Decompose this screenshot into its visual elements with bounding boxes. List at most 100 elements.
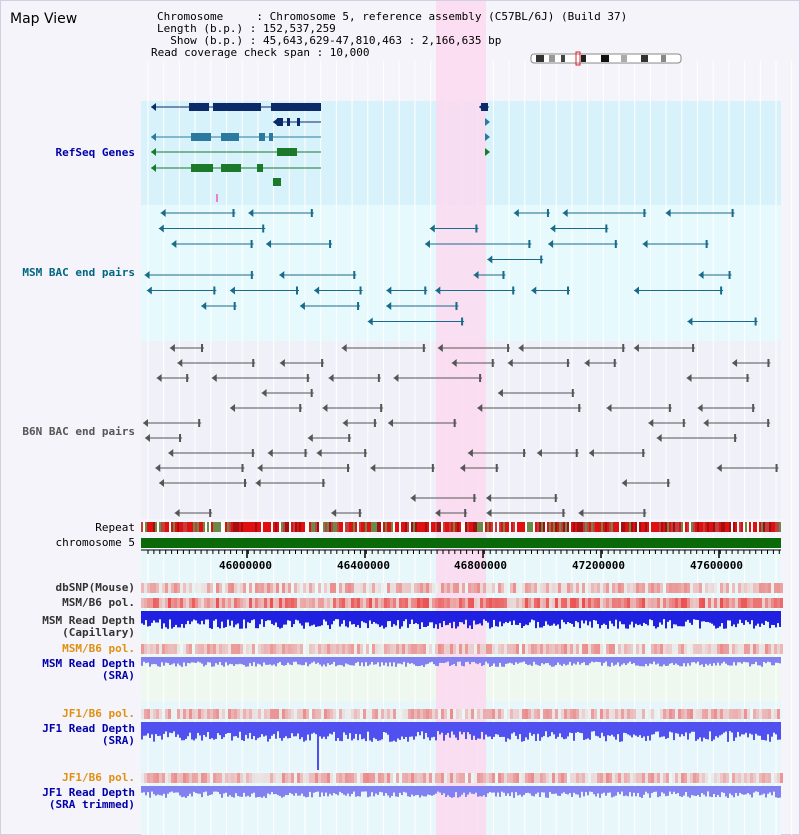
heatmap-cell (744, 773, 747, 783)
read-depth-bar (577, 722, 579, 732)
heatmap-cell (507, 598, 510, 608)
read-depth-bar (739, 611, 741, 620)
read-depth-bar (281, 611, 283, 628)
read-depth-bar (195, 657, 197, 663)
read-depth-bar (559, 611, 561, 629)
read-depth-bar (347, 657, 349, 665)
heatmap-cell (288, 583, 291, 593)
repeat-segment (365, 522, 367, 532)
heatmap-cell (732, 644, 735, 654)
track-label-jf1-depth-sra[interactable]: JF1 Read Depth (SRA) (42, 722, 135, 747)
read-depth-bar (439, 657, 441, 663)
heatmap-cell (504, 583, 507, 593)
heatmap-cell (507, 773, 510, 783)
read-depth-bar (207, 657, 209, 663)
heatmap-cell (612, 583, 615, 593)
track-label-msm-b6-pol[interactable]: MSM/B6 pol. (62, 596, 135, 609)
bac-end-marker (377, 374, 380, 382)
read-depth-bar (405, 657, 407, 667)
read-depth-bar (765, 786, 767, 798)
heatmap-cell (777, 773, 780, 783)
repeat-segment (317, 522, 319, 532)
read-depth-bar (773, 611, 775, 625)
read-depth-bar (393, 786, 395, 793)
read-depth-bar (283, 722, 285, 738)
read-depth-bar (627, 657, 629, 664)
repeat-segment (215, 522, 217, 532)
read-depth-bar (319, 786, 321, 797)
read-depth-bar (761, 786, 763, 795)
track-label-repeat[interactable]: Repeat (95, 521, 135, 534)
read-depth-bar (645, 657, 647, 664)
read-depth-bar (463, 657, 465, 667)
read-depth-bar (779, 722, 781, 740)
read-depth-bar (669, 722, 671, 732)
track-label-jf1-b6-pol[interactable]: JF1/B6 pol. (62, 707, 135, 720)
heatmap-cell (150, 709, 153, 719)
read-depth-bar (603, 611, 605, 624)
read-depth-bar (391, 657, 393, 667)
repeat-segment (549, 522, 551, 532)
track-label-chromosome[interactable]: chromosome 5 (55, 536, 135, 549)
repeat-segment (701, 522, 703, 532)
repeat-segment (579, 522, 581, 532)
bac-end-marker (605, 224, 608, 233)
ruler-tick-label: 46400000 (337, 559, 390, 572)
read-depth-bar (167, 657, 169, 664)
repeat-segment (239, 522, 241, 532)
bac-end-marker (584, 359, 590, 367)
heatmap-cell (507, 583, 510, 593)
repeat-segment (753, 522, 755, 532)
bac-end-marker (299, 302, 305, 310)
track-label-jf1-b6-pol-trimmed[interactable]: JF1/B6 pol. (62, 771, 135, 784)
read-depth-bar (623, 611, 625, 625)
heatmap-cell (642, 598, 645, 608)
read-depth-bar (617, 611, 619, 629)
read-depth-bar (651, 786, 653, 794)
read-depth-bar (539, 657, 541, 666)
heatmap-cell (516, 709, 519, 719)
track-label-refseq[interactable]: RefSeq Genes (55, 146, 135, 159)
read-depth-bar (535, 611, 537, 629)
track-label-msm-depth-capillary[interactable]: MSM Read Depth (Capillary) (42, 614, 135, 639)
heatmap-cell (735, 773, 738, 783)
read-depth-bar (213, 657, 215, 667)
heatmap-cell (162, 583, 165, 593)
heatmap-cell (237, 709, 240, 719)
heatmap-cell (147, 598, 150, 608)
track-label-msm-bac[interactable]: MSM BAC end pairs (22, 266, 135, 279)
read-depth-bar (321, 786, 323, 793)
heatmap-cell (459, 644, 462, 654)
repeat-segment (475, 522, 477, 532)
track-label-msm-b6-pol-sra[interactable]: MSM/B6 pol. (62, 642, 135, 655)
track-label-b6n-bac[interactable]: B6N BAC end pairs (22, 425, 135, 438)
heatmap-cell (291, 773, 294, 783)
track-label-dbsnp[interactable]: dbSNP(Mouse) (55, 581, 135, 594)
heatmap-cell (162, 644, 165, 654)
read-depth-bar (419, 611, 421, 629)
heatmap-cell (549, 598, 552, 608)
heatmap-cell (702, 583, 705, 593)
read-depth-bar (297, 657, 299, 665)
heatmap-cell (390, 583, 393, 593)
heatmap-cell (687, 644, 690, 654)
heatmap-cell (156, 644, 159, 654)
repeat-segment (277, 522, 279, 532)
heatmap-cell (255, 583, 258, 593)
repeat-segment (611, 522, 613, 532)
repeat-segment (229, 522, 231, 532)
repeat-segment (165, 522, 167, 532)
track-label-jf1-depth-trimmed[interactable]: JF1 Read Depth (SRA trimmed) (42, 786, 135, 811)
read-depth-bar (435, 786, 437, 794)
read-depth-bar (773, 786, 775, 792)
read-depth-bar (537, 786, 539, 793)
read-depth-bar (571, 657, 573, 666)
read-depth-bar (349, 657, 351, 666)
read-depth-bar (465, 786, 467, 797)
heatmap-cell (741, 773, 744, 783)
read-depth-bar (587, 611, 589, 626)
track-label-msm-depth-sra[interactable]: MSM Read Depth (SRA) (42, 657, 135, 682)
read-depth-bar (517, 657, 519, 664)
repeat-segment (199, 522, 201, 532)
